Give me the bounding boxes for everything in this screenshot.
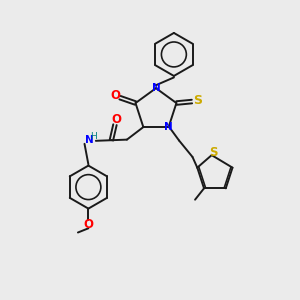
Text: S: S — [209, 146, 218, 159]
Text: N: N — [85, 135, 94, 145]
Text: O: O — [112, 113, 122, 126]
Text: S: S — [194, 94, 202, 106]
Text: H: H — [90, 131, 97, 140]
Text: O: O — [111, 89, 121, 102]
Text: N: N — [164, 122, 173, 132]
Text: O: O — [83, 218, 93, 231]
Text: N: N — [152, 83, 160, 93]
